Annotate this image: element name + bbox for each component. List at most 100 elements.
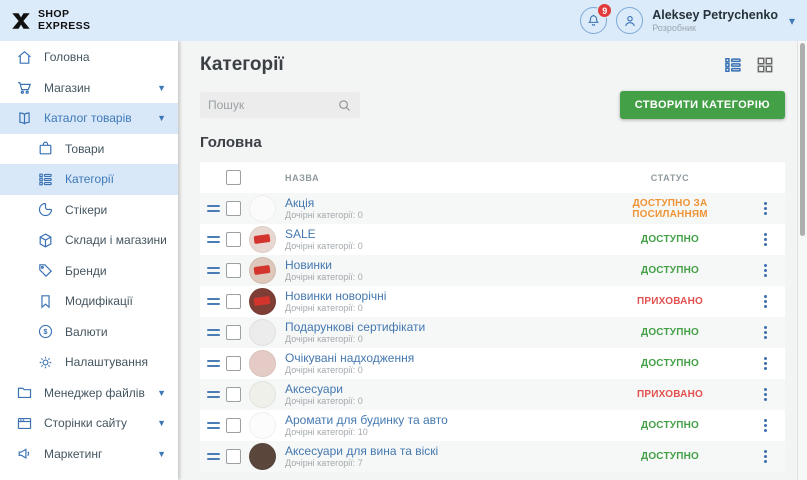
thumbnail-tag (253, 295, 271, 307)
category-children-count: Дочірні категорії: 0 (285, 272, 363, 283)
row-menu-button[interactable] (760, 291, 771, 312)
notifications-button[interactable]: 9 (580, 3, 613, 34)
row-menu-button[interactable] (760, 229, 771, 250)
chevron-down-icon: ▼ (157, 418, 166, 429)
bell-icon (588, 14, 600, 26)
vertical-scrollbar[interactable] (797, 41, 807, 480)
row-menu-button[interactable] (760, 322, 771, 343)
category-children-count: Дочірні категорії: 0 (285, 303, 363, 314)
row-checkbox[interactable] (226, 232, 241, 247)
category-link[interactable]: Аксесуари для вина та віскі (285, 443, 439, 458)
sidebar-item-modifications[interactable]: Модифікації (0, 286, 178, 317)
table-row: Аксесуари Дочірні категорії: 0 ПРИХОВАНО (200, 379, 785, 410)
row-menu-button[interactable] (760, 415, 771, 436)
table-row: Акція Дочірні категорії: 0 ДОСТУПНО ЗА ПО… (200, 193, 785, 224)
category-children-count: Дочірні категорії: 0 (285, 334, 363, 345)
user-name: Aleksey Petrychenko (652, 8, 778, 23)
category-thumbnail (249, 412, 276, 439)
grid-view-toggle[interactable] (755, 55, 775, 75)
row-menu-button[interactable] (760, 260, 771, 281)
category-children-count: Дочірні категорії: 0 (285, 241, 363, 252)
list-view-toggle[interactable] (723, 55, 743, 75)
search-icon (339, 99, 350, 111)
row-menu-button[interactable] (760, 353, 771, 374)
status-badge: ДОСТУПНО (641, 234, 699, 245)
status-badge: ПРИХОВАНО (637, 389, 703, 400)
row-checkbox[interactable] (226, 325, 241, 340)
search-box (200, 92, 360, 118)
sidebar-item-products[interactable]: Товари (0, 134, 178, 165)
chevron-down-icon: ▼ (157, 113, 166, 124)
scrollbar-thumb[interactable] (800, 43, 805, 236)
drag-handle[interactable] (206, 453, 220, 460)
category-link[interactable]: Аромати для будинку та авто (285, 412, 448, 427)
category-thumbnail (249, 350, 276, 377)
book-icon (16, 110, 33, 127)
brand-logo[interactable]: SHOP EXPRESS (0, 8, 178, 32)
row-menu-button[interactable] (760, 384, 771, 405)
row-checkbox[interactable] (226, 387, 241, 402)
sidebar-item-home[interactable]: Головна (0, 42, 178, 73)
table-row: Аромати для будинку та авто Дочірні катег… (200, 410, 785, 441)
drag-handle[interactable] (206, 298, 220, 305)
drag-handle[interactable] (206, 391, 220, 398)
tag-icon (37, 262, 54, 279)
cube-icon (37, 232, 54, 249)
sidebar-item-currencies[interactable]: $ Валюти (0, 317, 178, 348)
search-input[interactable] (208, 98, 337, 112)
create-category-button[interactable]: СТВОРИТИ КАТЕГОРІЮ (619, 91, 785, 119)
drag-handle[interactable] (206, 329, 220, 336)
row-menu-button[interactable] (760, 446, 771, 467)
category-children-count: Дочірні категорії: 0 (285, 210, 363, 221)
category-link[interactable]: Очікувані надходження (285, 350, 415, 365)
drag-handle[interactable] (206, 236, 220, 243)
status-badge: ДОСТУПНО ЗА ПОСИЛАННЯМ (632, 197, 708, 220)
category-thumbnail (249, 319, 276, 346)
notification-count-badge: 9 (597, 3, 613, 18)
category-link[interactable]: Новинки (285, 257, 332, 272)
row-checkbox[interactable] (226, 356, 241, 371)
sidebar-item-warehouses[interactable]: Склади і магазини (0, 225, 178, 256)
column-header-name: НАЗВА (285, 172, 320, 183)
drag-handle[interactable] (206, 422, 220, 429)
table-header-row: НАЗВА СТАТУС (200, 162, 785, 193)
row-checkbox[interactable] (226, 418, 241, 433)
user-role: Розробник (652, 22, 696, 33)
chevron-down-icon: ▼ (157, 448, 166, 459)
drag-handle[interactable] (206, 205, 220, 212)
cart-icon (16, 79, 33, 96)
sidebar-item-marketing[interactable]: Маркетинг ▼ (0, 439, 178, 470)
row-checkbox[interactable] (226, 201, 241, 216)
brand-x-icon (12, 12, 30, 29)
table-row: Новинки Дочірні категорії: 0 ДОСТУПНО (200, 255, 785, 286)
sidebar-item-categories[interactable]: Категорії (0, 164, 178, 195)
category-link[interactable]: Новинки новорічні (285, 288, 387, 303)
category-link[interactable]: SALE (285, 226, 316, 241)
category-thumbnail (249, 288, 276, 315)
drag-handle[interactable] (206, 267, 220, 274)
sidebar: Головна Магазин ▼ Каталог товарів ▼ Това… (0, 41, 178, 480)
drag-handle[interactable] (206, 360, 220, 367)
select-all-checkbox[interactable] (226, 170, 241, 185)
category-link[interactable]: Аксесуари (285, 381, 343, 396)
sidebar-item-site-pages[interactable]: Сторінки сайту ▼ (0, 408, 178, 439)
sidebar-item-settings[interactable]: Налаштування (0, 347, 178, 378)
user-menu-chevron-down-icon[interactable]: ▾ (788, 13, 795, 28)
row-checkbox[interactable] (226, 294, 241, 309)
row-menu-button[interactable] (760, 198, 771, 219)
sidebar-item-shop[interactable]: Магазин ▼ (0, 73, 178, 104)
table-row: Новинки новорічні Дочірні категорії: 0 ПР… (200, 286, 785, 317)
sidebar-item-file-manager[interactable]: Менеджер файлів ▼ (0, 378, 178, 409)
sidebar-item-catalog[interactable]: Каталог товарів ▼ (0, 103, 178, 134)
section-title: Головна (200, 134, 262, 151)
row-checkbox[interactable] (226, 449, 241, 464)
user-icon (624, 15, 635, 26)
sidebar-item-brands[interactable]: Бренди (0, 256, 178, 287)
sidebar-item-stickers[interactable]: Стікери (0, 195, 178, 226)
category-link[interactable]: Акція (285, 195, 315, 210)
category-thumbnail (249, 195, 276, 222)
profile-button[interactable] (616, 7, 644, 34)
row-checkbox[interactable] (226, 263, 241, 278)
status-badge: ДОСТУПНО (641, 358, 699, 369)
category-link[interactable]: Подарункові сертифікати (285, 319, 426, 334)
